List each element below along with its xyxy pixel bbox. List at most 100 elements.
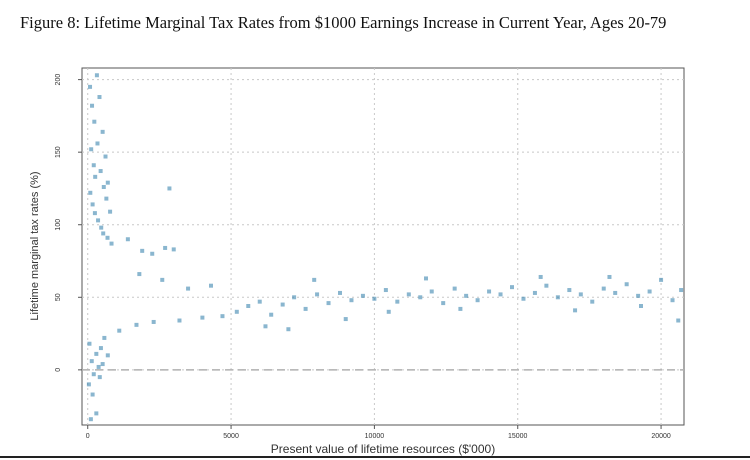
data-point xyxy=(639,304,643,308)
data-point xyxy=(140,248,145,253)
data-point xyxy=(90,392,95,397)
data-point xyxy=(312,277,317,282)
data-point xyxy=(100,362,105,367)
data-point xyxy=(105,180,110,185)
x-axis-label: Present value of lifetime resources ($'0… xyxy=(271,442,495,456)
data-point xyxy=(160,277,165,282)
data-point xyxy=(567,288,572,293)
data-point xyxy=(94,411,99,416)
data-point xyxy=(151,319,156,324)
y-axis-label: Lifetime marginal tax rates (%) xyxy=(29,171,41,320)
data-point xyxy=(105,235,110,240)
data-point xyxy=(280,302,285,307)
data-point xyxy=(89,359,94,364)
figure-caption: Figure 8: Lifetime Marginal Tax Rates fr… xyxy=(20,13,667,32)
data-point xyxy=(100,129,105,134)
data-point xyxy=(326,301,331,306)
data-point xyxy=(538,274,543,279)
data-point xyxy=(134,322,139,327)
data-point xyxy=(105,353,110,358)
data-point xyxy=(555,295,560,300)
data-point xyxy=(670,298,675,303)
data-point xyxy=(167,186,172,191)
data-point xyxy=(464,293,469,298)
data-point xyxy=(315,292,320,297)
data-point xyxy=(93,174,98,179)
data-point xyxy=(137,272,142,277)
data-point xyxy=(87,341,92,346)
data-point xyxy=(510,285,514,290)
data-point xyxy=(475,298,480,303)
data-point xyxy=(659,277,664,282)
data-point xyxy=(292,295,297,300)
data-point xyxy=(89,147,94,152)
data-point xyxy=(441,301,446,306)
data-point xyxy=(101,185,106,189)
data-point xyxy=(99,225,104,230)
data-point xyxy=(613,290,618,295)
data-point xyxy=(88,84,93,89)
data-point xyxy=(544,283,549,288)
data-point xyxy=(92,119,97,124)
data-point xyxy=(95,141,100,146)
data-point xyxy=(487,289,492,294)
data-point xyxy=(91,372,96,377)
data-point xyxy=(343,317,348,322)
x-tick-label: 10000 xyxy=(365,433,385,440)
data-point xyxy=(360,293,365,298)
page-bottom-rule xyxy=(0,456,750,458)
data-point xyxy=(498,292,503,297)
data-point xyxy=(109,241,114,246)
data-point xyxy=(96,364,101,369)
data-point xyxy=(578,292,583,297)
data-point xyxy=(94,73,99,78)
data-point xyxy=(163,245,168,250)
data-point xyxy=(429,289,434,294)
data-point xyxy=(209,283,213,288)
data-point xyxy=(395,299,400,304)
data-point xyxy=(88,417,93,422)
data-point xyxy=(104,196,109,201)
data-point xyxy=(101,231,106,236)
data-point xyxy=(90,103,95,108)
data-point xyxy=(383,288,388,293)
y-tick-label: 50 xyxy=(55,293,62,301)
data-point xyxy=(406,292,411,297)
data-point xyxy=(150,251,155,256)
data-point xyxy=(521,296,526,301)
data-point xyxy=(97,375,102,380)
data-points xyxy=(86,73,684,422)
data-point xyxy=(94,351,99,356)
data-point xyxy=(418,295,423,300)
data-point xyxy=(86,382,91,387)
data-point xyxy=(108,209,113,214)
y-tick-label: 100 xyxy=(55,219,62,231)
data-point xyxy=(286,327,291,332)
data-point xyxy=(171,247,176,252)
data-point xyxy=(679,288,684,293)
data-point xyxy=(91,163,96,168)
data-point xyxy=(257,299,262,304)
data-point xyxy=(349,298,354,303)
plot-frame xyxy=(81,67,685,426)
data-point xyxy=(92,211,97,216)
x-tick-label: 0 xyxy=(86,433,90,440)
data-point xyxy=(386,309,391,314)
data-point xyxy=(532,290,537,295)
data-point xyxy=(88,190,93,195)
data-point xyxy=(97,95,102,100)
x-tick-label: 5000 xyxy=(223,433,239,440)
grid xyxy=(82,68,684,425)
x-axis-ticks: 0 5000 10000 15000 20000 xyxy=(86,425,671,440)
data-point xyxy=(220,314,225,319)
data-point xyxy=(372,296,377,301)
data-point xyxy=(234,309,239,314)
y-tick-label: 200 xyxy=(55,74,62,86)
data-point xyxy=(573,308,578,313)
data-point xyxy=(607,274,612,279)
data-point xyxy=(117,328,122,333)
data-point xyxy=(177,318,182,323)
data-point xyxy=(647,289,652,294)
data-point xyxy=(103,154,108,159)
